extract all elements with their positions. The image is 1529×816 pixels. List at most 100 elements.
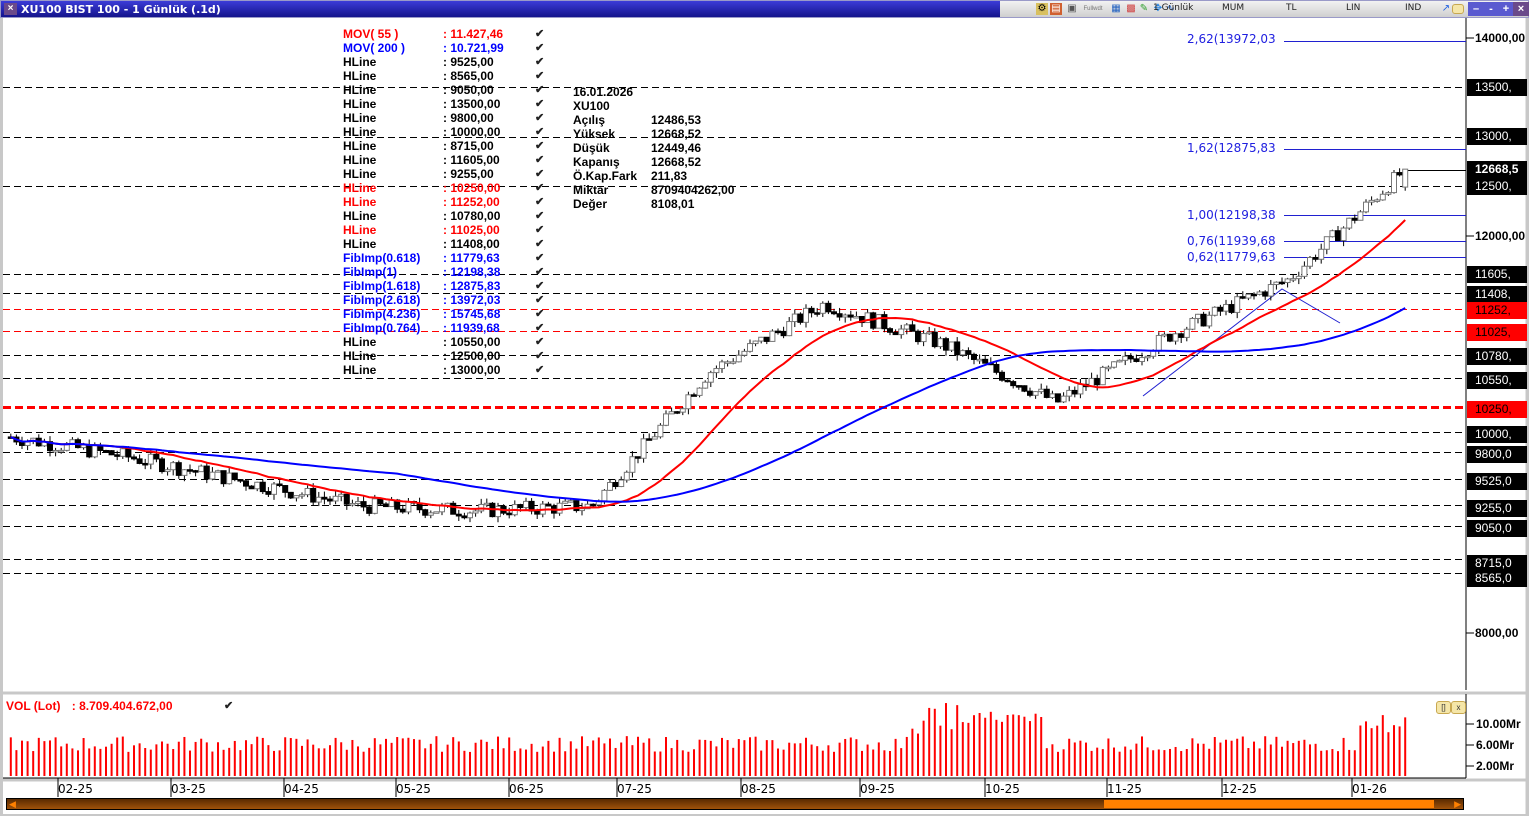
check-icon[interactable]: ✔ (535, 210, 545, 222)
check-icon[interactable]: ✔ (535, 294, 545, 306)
check-icon[interactable]: ✔ (535, 280, 545, 292)
minimize-button[interactable]: – (1468, 2, 1484, 16)
volume-bar (917, 733, 919, 776)
fib-level-label: 1,00(12198,38 (1187, 208, 1276, 222)
check-icon[interactable]: ✔ (535, 56, 545, 68)
candle (651, 436, 658, 440)
fib-trend-line[interactable] (1142, 288, 1341, 397)
check-icon[interactable]: ✔ (535, 238, 545, 250)
chart-window (3, 18, 1527, 814)
volume-bar (177, 741, 180, 776)
volume-bar (872, 749, 875, 776)
candle (147, 453, 154, 465)
grid-icon[interactable]: ▦ (1111, 3, 1121, 14)
chart-type-selector[interactable]: MUM (1222, 3, 1245, 13)
candle (310, 487, 317, 503)
check-icon[interactable]: ✔ (535, 168, 545, 180)
check-icon[interactable]: ✔ (535, 182, 545, 194)
volume-bar (474, 742, 477, 776)
volume-bar (1219, 742, 1222, 776)
chart-options-button[interactable] (1452, 4, 1464, 14)
candle (847, 314, 854, 318)
info-key: Yüksek (573, 127, 616, 141)
maximize-button[interactable]: + (1498, 2, 1514, 16)
check-icon[interactable]: ✔ (535, 308, 545, 320)
pencil-icon[interactable]: ✎ (1139, 3, 1149, 14)
check-icon[interactable]: ✔ (224, 700, 234, 712)
check-icon[interactable]: ✔ (535, 42, 545, 54)
check-icon[interactable]: ✔ (535, 336, 545, 348)
close-window-button[interactable]: × (4, 3, 17, 15)
candle (321, 496, 328, 500)
scroll-right-icon[interactable]: ▶ (1454, 799, 1461, 809)
candle (1172, 333, 1179, 342)
volume-bar (267, 745, 270, 776)
legend-name: HLine (343, 153, 377, 167)
arrow-icon[interactable]: ↗ (1441, 3, 1451, 14)
template-icon[interactable]: ▤ (1050, 3, 1062, 15)
price-axis-label: 9255,0 (1467, 500, 1527, 517)
check-icon[interactable]: ✔ (535, 252, 545, 264)
candle (668, 411, 675, 415)
check-icon[interactable]: ✔ (535, 28, 545, 40)
volume-bar (435, 736, 438, 776)
legend-name: HLine (343, 181, 377, 195)
candle (724, 361, 731, 364)
check-icon[interactable]: ✔ (535, 98, 545, 110)
time-scrollbar[interactable]: ◀ ▶ (6, 798, 1464, 810)
check-icon[interactable]: ✔ (535, 112, 545, 124)
candle (948, 341, 955, 351)
volume-bar (222, 749, 225, 776)
check-icon[interactable]: ✔ (535, 364, 545, 376)
check-icon[interactable]: ✔ (535, 196, 545, 208)
candle (1150, 350, 1157, 357)
panel-close-button[interactable]: x (1451, 701, 1466, 714)
check-icon[interactable]: ✔ (535, 70, 545, 82)
fib-level-label: 1,62(12875,83 (1187, 141, 1276, 155)
volume-bar (1275, 736, 1278, 776)
volume-bar (1213, 737, 1216, 776)
candle (1161, 333, 1168, 337)
scroll-thumb[interactable] (1104, 800, 1434, 808)
candle (780, 330, 787, 337)
volume-axis-label: 6.00Mr (1476, 738, 1515, 752)
candle (282, 485, 289, 493)
layout-icon[interactable]: ▣ (1067, 3, 1077, 14)
candle (495, 505, 501, 518)
close-button[interactable]: × (1513, 2, 1529, 16)
panel-maximize-button[interactable]: [] (1436, 701, 1451, 714)
scale-selector[interactable]: LIN (1346, 3, 1361, 13)
check-icon[interactable]: ✔ (535, 84, 545, 96)
check-icon[interactable]: ✔ (535, 140, 545, 152)
candle (1385, 192, 1392, 195)
volume-bar (289, 738, 292, 776)
candle (483, 502, 490, 506)
volume-bar (368, 747, 371, 776)
check-icon[interactable]: ✔ (535, 266, 545, 278)
restore-button[interactable]: - (1483, 2, 1499, 16)
legend-name: MOV( 200 ) (343, 41, 406, 55)
check-icon[interactable]: ✔ (535, 350, 545, 362)
volume-bar (569, 741, 572, 776)
crosshair-icon[interactable]: ✥ (1153, 3, 1163, 14)
currency-selector[interactable]: TL (1286, 3, 1297, 13)
check-icon[interactable]: ✔ (535, 322, 545, 334)
check-icon[interactable]: ✔ (535, 154, 545, 166)
wave-icon[interactable]: ∿ (1166, 3, 1176, 14)
candle (898, 328, 905, 336)
scroll-left-icon[interactable]: ◀ (9, 799, 16, 809)
volume-legend-name: VOL (Lot) (6, 699, 61, 713)
period-selector[interactable]: 1 Günlük (1153, 3, 1194, 13)
volume-bar (1180, 751, 1183, 776)
chart-icon[interactable]: ▩ (1126, 3, 1136, 14)
indicator-icon[interactable]: ⚙ (1036, 3, 1048, 15)
price-axis-label: 11252, (1467, 302, 1527, 319)
check-icon[interactable]: ✔ (535, 224, 545, 236)
volume-bar (866, 744, 869, 776)
volume-bar (1141, 736, 1143, 776)
volume-bar (49, 740, 51, 776)
indicators-selector[interactable]: IND (1405, 3, 1422, 13)
check-icon[interactable]: ✔ (535, 126, 545, 138)
fullwidth-icon[interactable]: Fullwdt (1083, 6, 1103, 12)
